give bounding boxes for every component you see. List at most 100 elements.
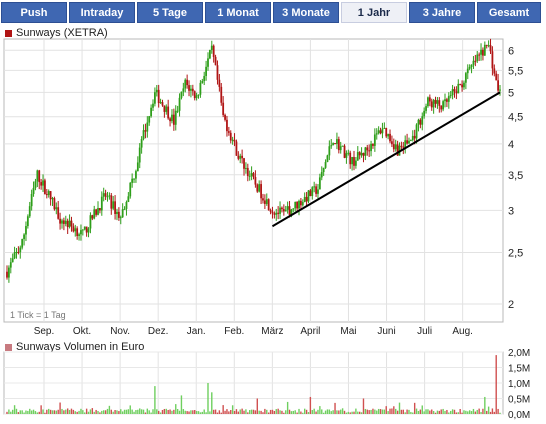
candle-body — [7, 267, 10, 278]
volume-bar — [142, 409, 145, 414]
tab-1-jahr[interactable]: 1 Jahr — [341, 2, 407, 23]
candle-body — [165, 106, 168, 112]
candle-body — [269, 210, 272, 212]
volume-bar — [148, 410, 150, 414]
volume-bar — [398, 402, 401, 414]
candle-body — [188, 85, 190, 91]
candle-body — [281, 207, 283, 210]
candle-body — [66, 220, 69, 228]
candle-body — [154, 92, 156, 104]
volume-bar — [413, 402, 416, 414]
candle-body — [383, 127, 386, 129]
candle-body — [59, 218, 61, 224]
volume-bar — [85, 408, 88, 414]
candle-body — [402, 146, 405, 148]
x-tick-label: Aug. — [452, 326, 473, 337]
volume-bar — [199, 412, 202, 414]
candle-body — [262, 198, 264, 201]
volume-bar — [305, 409, 308, 414]
candle-body — [123, 208, 126, 210]
candle-body — [472, 60, 475, 65]
candle-body — [480, 49, 482, 55]
volume-bar — [89, 409, 92, 414]
candle-body — [260, 184, 262, 199]
price-y-tick-label: 5 — [508, 87, 514, 99]
candle-body — [459, 83, 462, 85]
volume-bar — [80, 408, 82, 414]
candle-body — [241, 155, 244, 159]
candle-body — [453, 89, 456, 92]
candle-body — [341, 145, 344, 147]
candle-body — [485, 44, 488, 46]
volume-bar — [385, 406, 387, 414]
candle-body — [180, 91, 183, 98]
volume-bar — [381, 409, 384, 414]
candle-body — [218, 79, 221, 87]
volume-bar — [70, 408, 73, 414]
volume-bar — [152, 409, 154, 414]
trend-line — [271, 91, 501, 228]
volume-bar — [455, 412, 458, 414]
tab-3-monate[interactable]: 3 Monate — [273, 2, 339, 23]
candle-body — [250, 173, 253, 176]
volume-bar — [32, 409, 35, 414]
candle-body — [195, 95, 198, 99]
candle-body — [364, 147, 367, 156]
x-tick-label: Mai — [340, 326, 356, 337]
volume-bar — [266, 409, 268, 414]
candle-body — [186, 79, 189, 86]
candle-body — [131, 178, 134, 183]
volume-bar — [415, 408, 418, 414]
candle-body — [292, 208, 295, 210]
volume-bar — [114, 410, 116, 414]
tab-1-monat[interactable]: 1 Monat — [205, 2, 271, 23]
volume-bar — [237, 411, 240, 414]
candle-body — [339, 146, 342, 151]
candle-body — [455, 91, 458, 94]
tab-gesamt[interactable]: Gesamt — [477, 2, 541, 23]
tab-push[interactable]: Push — [1, 2, 67, 23]
candle-body — [478, 54, 481, 56]
volume-bar — [330, 411, 332, 414]
candle-body — [53, 198, 56, 210]
volume-bar — [38, 411, 40, 414]
volume-bar — [72, 409, 75, 414]
price-plot-frame — [3, 38, 504, 323]
volume-bar — [207, 383, 209, 414]
candle-body — [81, 229, 84, 231]
tab-3-jahre[interactable]: 3 Jahre — [409, 2, 475, 23]
volume-bar — [419, 409, 422, 414]
candle-body — [157, 89, 160, 104]
volume-bar — [13, 405, 16, 414]
price-y-tick-label: 4,5 — [508, 112, 523, 124]
volume-bar — [402, 409, 404, 414]
price-y-tick-label: 5,5 — [508, 65, 523, 77]
tab-intraday[interactable]: Intraday — [69, 2, 135, 23]
candle-body — [91, 215, 94, 219]
volume-bar — [165, 408, 167, 414]
candle-body — [159, 102, 162, 104]
candle-body — [377, 130, 380, 134]
candle-body — [279, 207, 281, 214]
candle-body — [271, 211, 274, 214]
volume-bar — [275, 409, 277, 414]
volume-bar — [448, 412, 450, 414]
candle-body — [392, 144, 395, 150]
volume-bar — [82, 410, 84, 414]
volume-bar — [110, 409, 112, 414]
volume-bar — [487, 406, 490, 414]
candle-body — [436, 100, 439, 104]
candle-body — [57, 207, 60, 219]
volume-bar — [78, 410, 80, 414]
volume-bar — [395, 408, 397, 414]
volume-bar — [201, 411, 204, 414]
tab-5-tage[interactable]: 5 Tage — [137, 2, 203, 23]
volume-bar — [442, 408, 444, 414]
volume-bar — [322, 412, 325, 414]
candle-body — [415, 124, 418, 139]
volume-bar — [319, 406, 321, 414]
volume-bar — [444, 410, 446, 414]
volume-bar — [239, 409, 241, 414]
candle-body — [406, 140, 408, 144]
volume-bar — [95, 409, 97, 414]
